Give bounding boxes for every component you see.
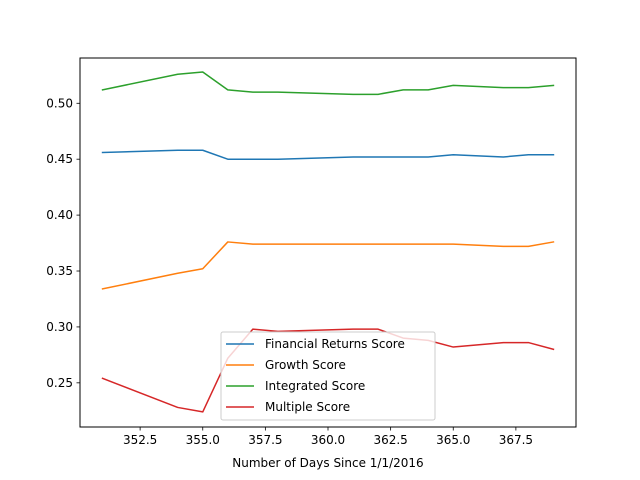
x-axis: 352.5 355.0 357.5 360.0 362.5 365.0 367.5 bbox=[123, 427, 533, 447]
legend: Financial Returns Score Growth Score Integ… bbox=[220, 331, 436, 421]
y-tick-label: 0.35 bbox=[46, 264, 73, 278]
y-tick-label: 0.50 bbox=[46, 96, 73, 110]
x-axis-label: Number of Days Since 1/1/2016 bbox=[232, 456, 423, 470]
x-tick-label: 355.0 bbox=[186, 433, 220, 447]
series-line-1 bbox=[101, 241, 555, 290]
x-tick-label: 367.5 bbox=[499, 433, 533, 447]
y-axis: 0.25 0.30 0.35 0.40 0.45 0.50 bbox=[46, 96, 80, 390]
x-tick-label: 362.5 bbox=[373, 433, 407, 447]
legend-label-3: Multiple Score bbox=[265, 400, 350, 414]
series-line-2 bbox=[101, 71, 555, 96]
legend-label-0: Financial Returns Score bbox=[265, 337, 405, 351]
y-tick-label: 0.45 bbox=[46, 152, 73, 166]
series-line-3 bbox=[101, 328, 555, 413]
x-tick-label: 352.5 bbox=[123, 433, 157, 447]
legend-label-2: Integrated Score bbox=[265, 379, 365, 393]
series-layer bbox=[101, 71, 555, 413]
x-tick-label: 357.5 bbox=[248, 433, 282, 447]
legend-label-1: Growth Score bbox=[265, 358, 346, 372]
y-tick-label: 0.25 bbox=[46, 376, 73, 390]
y-tick-label: 0.30 bbox=[46, 320, 73, 334]
x-tick-label: 360.0 bbox=[311, 433, 345, 447]
y-tick-label: 0.40 bbox=[46, 208, 73, 222]
x-tick-label: 365.0 bbox=[436, 433, 470, 447]
legend-frame bbox=[220, 331, 436, 421]
series-line-0 bbox=[101, 149, 555, 160]
